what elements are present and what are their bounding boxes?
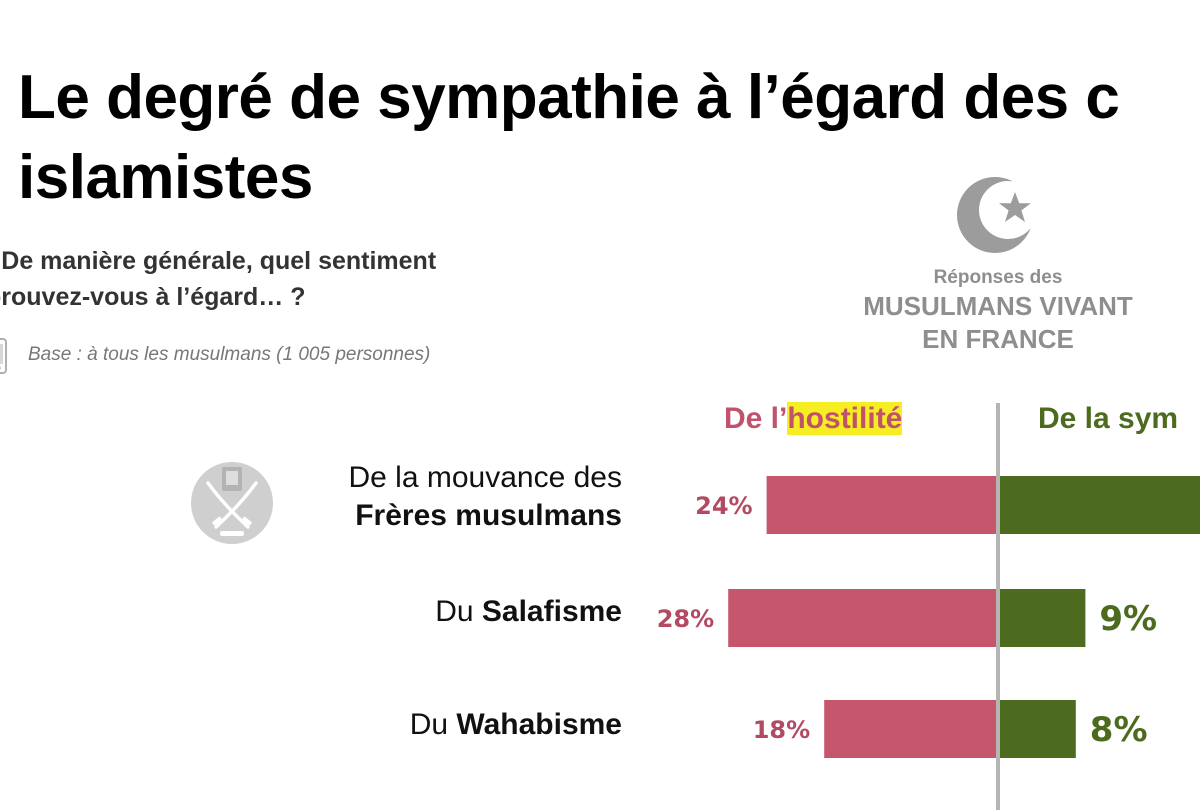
category-label-wahabisme: Du Wahabisme	[409, 708, 622, 741]
category-label-salafisme: Du Salafisme	[435, 595, 622, 628]
sympathy-bar-0	[999, 476, 1200, 534]
muslim-brotherhood-emblem-icon	[191, 462, 273, 544]
respondents-line-1: Réponses des	[933, 267, 1063, 288]
crescent-star-icon	[957, 177, 1033, 253]
legend-hostility-prefix: De l’	[724, 402, 788, 435]
hostility-bar-0	[766, 476, 997, 534]
respondents-line-3: EN FRANCE	[922, 324, 1074, 354]
hostility-value-label-1: 28%	[657, 605, 714, 633]
base-note: Base : à tous les musulmans (1 005 perso…	[28, 344, 431, 365]
sympathy-value-label-2: 8%	[1090, 710, 1148, 750]
category-label-line-2: Frères musulmans	[355, 499, 622, 532]
hostility-bar-2	[824, 700, 997, 758]
sympathy-bar-1	[999, 589, 1086, 647]
hostility-bar-1	[728, 589, 997, 647]
sympathy-bar-2	[999, 700, 1076, 758]
sympathy-value-label-1: 9%	[1099, 599, 1157, 639]
title-line-1: Le degré de sympathie à l’égard des c	[18, 63, 1120, 132]
category-label-line-1: De la mouvance des	[348, 461, 623, 494]
chart-title: Le degré de sympathie à l’égard des c is…	[18, 58, 1200, 218]
survey-question: : De manière générale, quel sentiment pr…	[0, 243, 436, 315]
legend-hostility: De l’hostilité	[724, 402, 903, 436]
hostility-value-label-0: 24%	[695, 492, 752, 520]
legend-hostility-highlight: hostilité	[787, 402, 903, 435]
category-label-freres-musulmans: De la mouvance des Frères musulmans	[349, 459, 623, 535]
respondents-label: Réponses des MUSULMANS VIVANT EN FRANCE	[848, 266, 1148, 356]
hostility-value-label-2: 18%	[753, 716, 810, 744]
legend-sympathy: De la sym	[1038, 402, 1179, 435]
respondents-line-2: MUSULMANS VIVANT	[863, 291, 1133, 321]
title-line-2: islamistes	[18, 143, 313, 212]
phone-icon	[0, 338, 7, 374]
question-line-2: prouvez-vous à l’égard… ?	[0, 283, 306, 311]
question-line-1: : De manière générale, quel sentiment	[0, 247, 437, 275]
